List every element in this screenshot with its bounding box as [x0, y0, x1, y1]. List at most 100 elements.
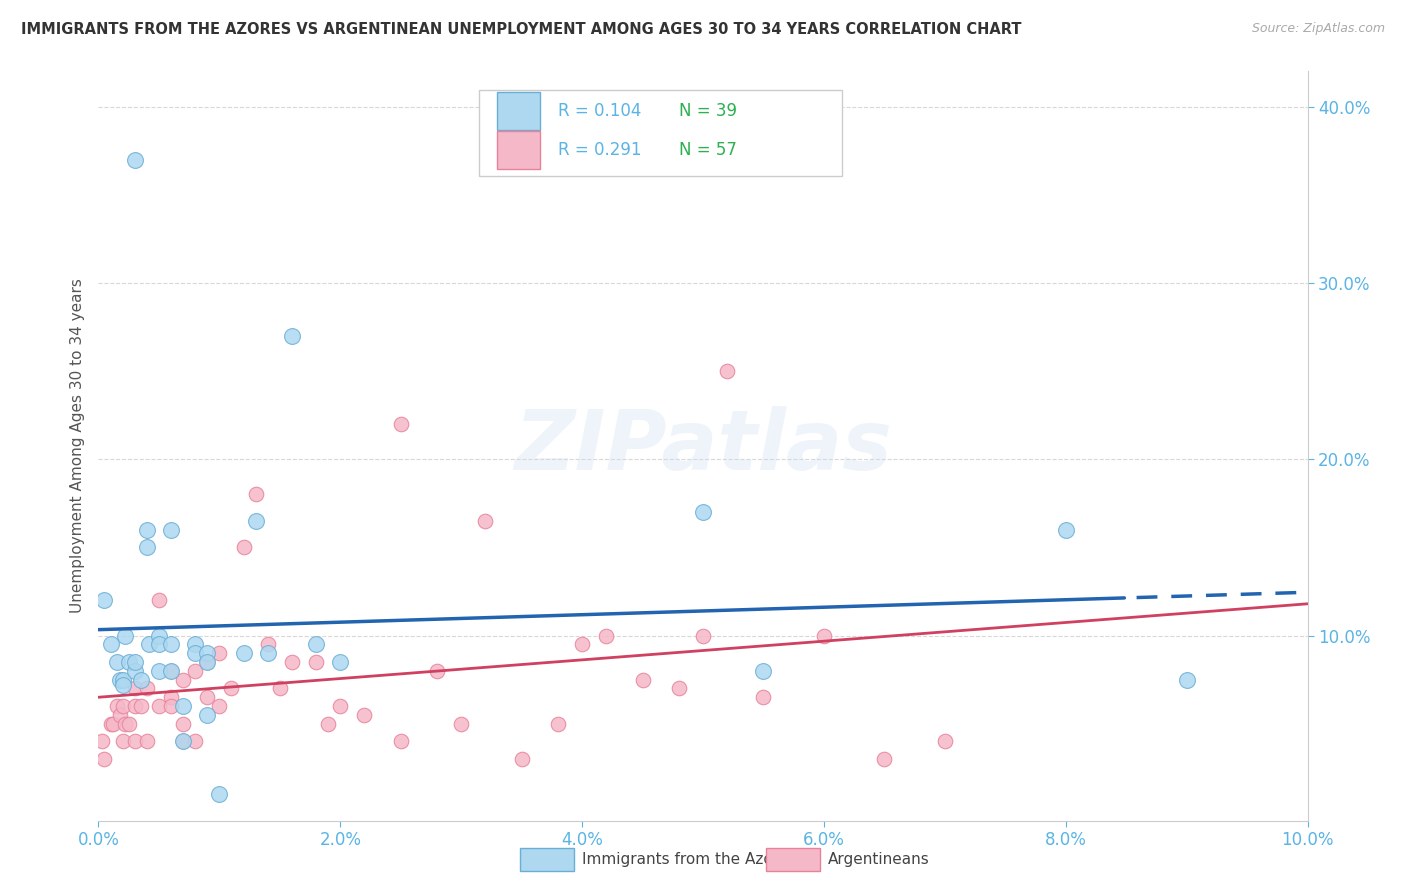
- Point: [111, 734, 134, 748]
- Text: R = 0.104: R = 0.104: [558, 102, 641, 120]
- Point: [100, 637, 122, 651]
- Point: [208, 699, 231, 714]
- Point: [269, 681, 291, 696]
- Point: [135, 541, 157, 555]
- Point: [138, 637, 160, 651]
- Point: [329, 655, 352, 669]
- Point: [184, 646, 207, 660]
- Point: [547, 716, 569, 731]
- Point: [100, 716, 122, 731]
- Point: [245, 514, 267, 528]
- Point: [474, 514, 496, 528]
- Point: [692, 628, 714, 642]
- Point: [389, 417, 412, 431]
- Point: [813, 628, 835, 642]
- Point: [148, 699, 170, 714]
- Point: [160, 637, 183, 651]
- Text: N = 57: N = 57: [679, 141, 737, 159]
- Point: [91, 734, 114, 748]
- Point: [114, 716, 136, 731]
- Point: [160, 523, 183, 537]
- Text: Argentineans: Argentineans: [828, 853, 929, 867]
- Text: ZIPatlas: ZIPatlas: [515, 406, 891, 486]
- Point: [184, 664, 207, 678]
- Point: [208, 646, 231, 660]
- Point: [124, 153, 146, 167]
- Point: [195, 655, 218, 669]
- Point: [184, 637, 207, 651]
- Point: [129, 699, 152, 714]
- Point: [135, 734, 157, 748]
- Point: [184, 734, 207, 748]
- Point: [148, 664, 170, 678]
- Point: [450, 716, 472, 731]
- Point: [124, 681, 146, 696]
- Point: [172, 673, 194, 687]
- Point: [256, 646, 278, 660]
- Point: [426, 664, 449, 678]
- Point: [124, 734, 146, 748]
- Point: [195, 655, 218, 669]
- Point: [256, 637, 278, 651]
- Point: [135, 681, 157, 696]
- Point: [208, 787, 231, 801]
- Y-axis label: Unemployment Among Ages 30 to 34 years: Unemployment Among Ages 30 to 34 years: [69, 278, 84, 614]
- Point: [281, 655, 304, 669]
- Point: [329, 699, 352, 714]
- Point: [316, 716, 339, 731]
- Point: [873, 752, 896, 766]
- Point: [668, 681, 690, 696]
- Point: [571, 637, 593, 651]
- Point: [245, 487, 267, 501]
- Point: [172, 716, 194, 731]
- Point: [353, 707, 375, 722]
- Point: [172, 699, 194, 714]
- Point: [111, 699, 134, 714]
- FancyBboxPatch shape: [498, 131, 540, 169]
- Point: [124, 699, 146, 714]
- Point: [631, 673, 654, 687]
- Text: Immigrants from the Azores: Immigrants from the Azores: [582, 853, 796, 867]
- Point: [114, 628, 136, 642]
- FancyBboxPatch shape: [479, 90, 842, 177]
- Point: [195, 707, 218, 722]
- Point: [118, 655, 141, 669]
- Point: [934, 734, 956, 748]
- Point: [124, 655, 146, 669]
- Point: [510, 752, 533, 766]
- Point: [129, 673, 152, 687]
- Point: [93, 593, 115, 607]
- Point: [101, 716, 124, 731]
- Point: [111, 678, 134, 692]
- Point: [595, 628, 617, 642]
- Point: [389, 734, 412, 748]
- Point: [108, 707, 131, 722]
- Text: IMMIGRANTS FROM THE AZORES VS ARGENTINEAN UNEMPLOYMENT AMONG AGES 30 TO 34 YEARS: IMMIGRANTS FROM THE AZORES VS ARGENTINEA…: [21, 22, 1022, 37]
- Point: [105, 655, 128, 669]
- Point: [305, 637, 328, 651]
- Point: [172, 734, 194, 748]
- Point: [305, 655, 328, 669]
- Text: R = 0.291: R = 0.291: [558, 141, 641, 159]
- Point: [148, 628, 170, 642]
- Point: [692, 505, 714, 519]
- Point: [148, 593, 170, 607]
- Point: [105, 699, 128, 714]
- Point: [160, 664, 183, 678]
- Point: [195, 646, 218, 660]
- Point: [135, 523, 157, 537]
- Point: [232, 646, 254, 660]
- Point: [160, 664, 183, 678]
- Point: [124, 664, 146, 678]
- Point: [93, 752, 115, 766]
- Point: [118, 716, 141, 731]
- Point: [172, 734, 194, 748]
- Point: [281, 328, 304, 343]
- Point: [752, 664, 775, 678]
- Point: [1175, 673, 1198, 687]
- Text: Source: ZipAtlas.com: Source: ZipAtlas.com: [1251, 22, 1385, 36]
- Point: [232, 541, 254, 555]
- Point: [108, 673, 131, 687]
- Point: [752, 690, 775, 705]
- Point: [148, 637, 170, 651]
